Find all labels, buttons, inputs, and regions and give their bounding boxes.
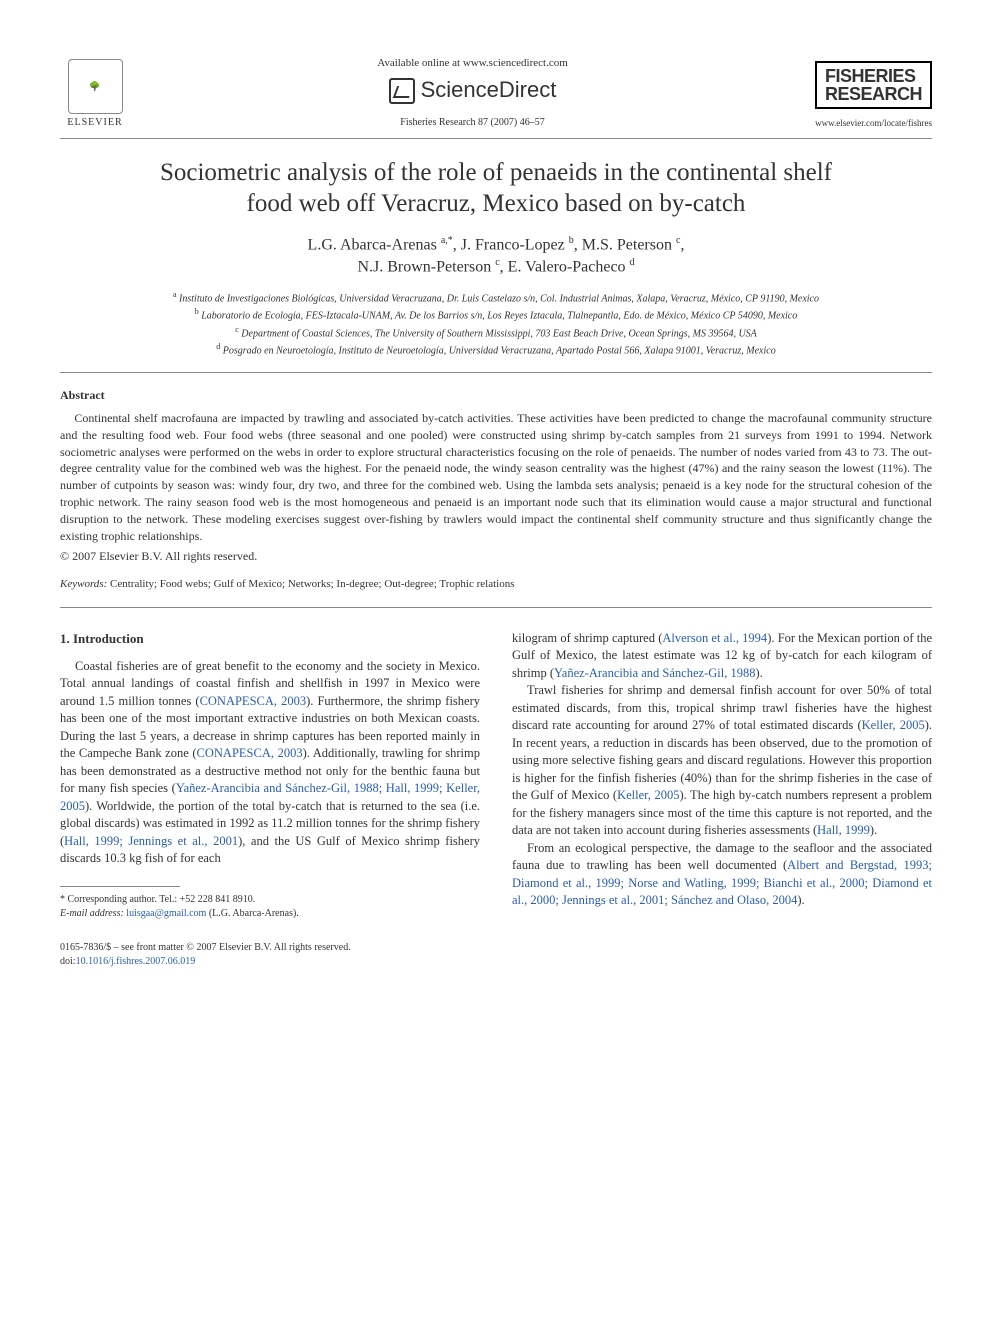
- header-center: Available online at www.sciencedirect.co…: [130, 56, 815, 130]
- intro-para-2: Trawl fisheries for shrimp and demersal …: [512, 682, 932, 840]
- citation-line: Fisheries Research 87 (2007) 46–57: [150, 116, 795, 130]
- elsevier-tree-icon: 🌳: [68, 59, 123, 114]
- sciencedirect-brand: ScienceDirect: [389, 75, 557, 106]
- keywords-label: Keywords:: [60, 578, 107, 590]
- header-rule: [60, 138, 932, 139]
- author-list: L.G. Abarca-Arenas a,*, J. Franco-Lopez …: [60, 234, 932, 279]
- journal-title-box: FISHERIES RESEARCH: [815, 61, 932, 109]
- journal-title-line1: FISHERIES: [825, 67, 922, 85]
- intro-para-1-left: Coastal fisheries are of great benefit t…: [60, 658, 480, 868]
- rule-above-abstract: [60, 372, 932, 373]
- article-title: Sociometric analysis of the role of pena…: [60, 157, 932, 220]
- affiliations: a Instituto de Investigaciones Biológica…: [60, 289, 932, 358]
- ref-yanez-sanchez-1988[interactable]: Yañez-Arancibia and Sánchez-Gil, 1988: [554, 666, 755, 680]
- body-columns: 1. Introduction Coastal fisheries are of…: [60, 630, 932, 921]
- email-label: E-mail address:: [60, 908, 124, 919]
- abstract-text: Continental shelf macrofauna are impacte…: [60, 410, 932, 544]
- elsevier-name: ELSEVIER: [67, 116, 122, 130]
- ref-conapesca-2003-b[interactable]: CONAPESCA, 2003: [197, 746, 303, 760]
- journal-header: 🌳 ELSEVIER Available online at www.scien…: [60, 50, 932, 130]
- right-column: kilogram of shrimp captured (Alverson et…: [512, 630, 932, 921]
- abstract-copyright: © 2007 Elsevier B.V. All rights reserved…: [60, 548, 932, 565]
- sciencedirect-icon: [389, 78, 415, 104]
- section-1-heading: 1. Introduction: [60, 630, 480, 648]
- ref-keller-2005-b[interactable]: Keller, 2005: [617, 788, 679, 802]
- ref-alverson-1994[interactable]: Alverson et al., 1994: [662, 631, 767, 645]
- doi-link[interactable]: 10.1016/j.fishres.2007.06.019: [76, 956, 196, 967]
- email-address[interactable]: luisgaa@gmail.com: [124, 908, 207, 919]
- intro-para-1-right: kilogram of shrimp captured (Alverson et…: [512, 630, 932, 683]
- title-line2: food web off Veracruz, Mexico based on b…: [247, 190, 746, 217]
- available-online-line: Available online at www.sciencedirect.co…: [150, 56, 795, 71]
- abstract-heading: Abstract: [60, 387, 932, 404]
- affil-d: d Posgrado en Neuroetología, Instituto d…: [60, 341, 932, 358]
- journal-logo-block: FISHERIES RESEARCH www.elsevier.com/loca…: [815, 61, 932, 130]
- journal-url: www.elsevier.com/locate/fishres: [815, 117, 932, 130]
- keywords-text: Centrality; Food webs; Gulf of Mexico; N…: [107, 578, 514, 590]
- rule-below-keywords: [60, 607, 932, 608]
- sciencedirect-text: ScienceDirect: [421, 75, 557, 106]
- corresponding-author-note: * Corresponding author. Tel.: +52 228 84…: [60, 893, 480, 921]
- keywords-line: Keywords: Centrality; Food webs; Gulf of…: [60, 577, 932, 592]
- ref-hall-1999[interactable]: Hall, 1999: [817, 823, 870, 837]
- doi-line: doi:10.1016/j.fishres.2007.06.019: [60, 955, 932, 969]
- affil-b: b Laboratorio de Ecología, FES-Iztacala-…: [60, 306, 932, 323]
- journal-title-line2: RESEARCH: [825, 85, 922, 103]
- ref-conapesca-2003-a[interactable]: CONAPESCA, 2003: [200, 694, 307, 708]
- corr-tel: * Corresponding author. Tel.: +52 228 84…: [60, 893, 480, 907]
- title-line1: Sociometric analysis of the role of pena…: [160, 159, 832, 186]
- affil-c: c Department of Coastal Sciences, The Un…: [60, 324, 932, 341]
- footer-block: 0165-7836/$ – see front matter © 2007 El…: [60, 941, 932, 969]
- ref-keller-2005-a[interactable]: Keller, 2005: [862, 718, 925, 732]
- footnote-rule: [60, 886, 180, 887]
- left-column: 1. Introduction Coastal fisheries are of…: [60, 630, 480, 921]
- elsevier-logo: 🌳 ELSEVIER: [60, 50, 130, 130]
- ref-hall-jennings[interactable]: Hall, 1999; Jennings et al., 2001: [64, 834, 238, 848]
- front-matter-line: 0165-7836/$ – see front matter © 2007 El…: [60, 941, 932, 955]
- email-who: (L.G. Abarca-Arenas).: [206, 908, 298, 919]
- affil-a: a Instituto de Investigaciones Biológica…: [60, 289, 932, 306]
- intro-para-3: From an ecological perspective, the dama…: [512, 840, 932, 910]
- corr-email-line: E-mail address: luisgaa@gmail.com (L.G. …: [60, 907, 480, 921]
